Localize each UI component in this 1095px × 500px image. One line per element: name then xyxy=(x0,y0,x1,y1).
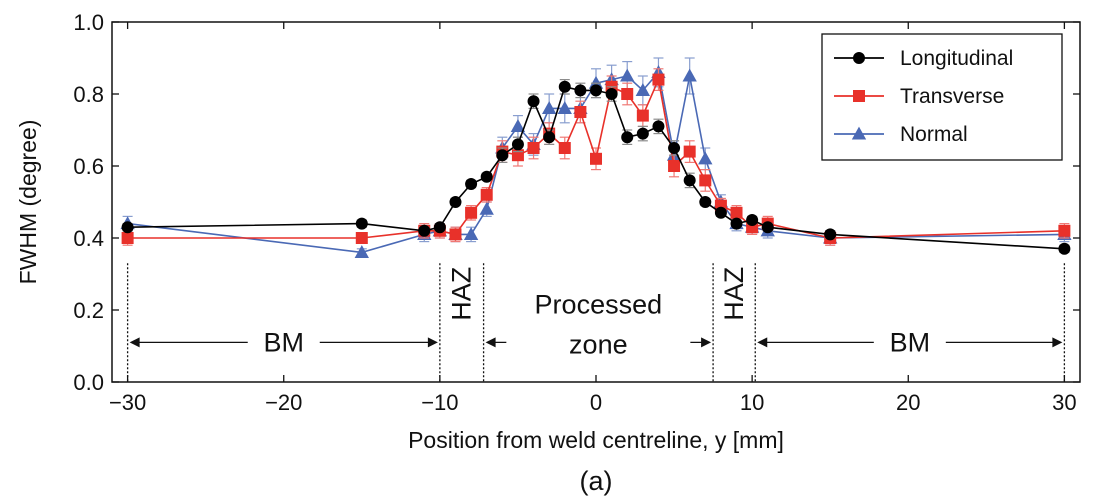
region-annotations: BM HAZ Processed zone HAZ BM xyxy=(126,263,1066,382)
data-point xyxy=(527,95,540,108)
data-point xyxy=(698,151,713,165)
region-label-4: BM xyxy=(890,327,931,357)
data-point xyxy=(652,73,665,86)
data-point xyxy=(746,214,759,226)
data-point xyxy=(355,217,368,230)
data-point xyxy=(433,221,446,234)
legend-label-longitudinal: Longitudinal xyxy=(900,47,1013,70)
x-tick-label: 30 xyxy=(1052,390,1076,415)
y-tick-label: 0.4 xyxy=(73,226,104,251)
x-tick-label: 20 xyxy=(896,390,920,415)
region-label-1: HAZ xyxy=(447,267,477,321)
panel-label: (a) xyxy=(580,466,613,496)
region-arrow-head xyxy=(427,337,438,348)
data-point xyxy=(557,101,572,114)
data-point xyxy=(590,84,602,97)
data-point xyxy=(621,131,634,144)
x-tick-label: −10 xyxy=(421,390,458,415)
data-point xyxy=(465,206,478,219)
data-point xyxy=(527,142,540,154)
data-point xyxy=(418,224,431,237)
region-label-line: zone xyxy=(569,330,628,360)
y-tick-label: 0.0 xyxy=(73,370,104,395)
data-point xyxy=(590,152,602,165)
data-point xyxy=(699,196,712,208)
data-point xyxy=(683,145,696,158)
region-label-0: BM xyxy=(263,327,304,357)
data-point xyxy=(480,188,493,201)
data-point xyxy=(730,217,743,230)
data-point xyxy=(574,84,587,97)
data-point xyxy=(449,196,462,208)
region-arrow-head xyxy=(485,337,496,348)
y-tick-label: 0.2 xyxy=(73,298,104,323)
data-point xyxy=(652,120,665,133)
data-point xyxy=(541,101,557,114)
data-point xyxy=(1058,224,1071,237)
y-tick-label: 1.0 xyxy=(73,10,104,35)
data-point xyxy=(761,221,774,234)
data-point xyxy=(824,228,837,241)
axes: −30 −20 −10 0 10 20 30 0.0 0.2 0.4 0.6 0.8 1.0 xyxy=(73,10,1081,415)
legend-swatch-marker xyxy=(853,90,865,102)
legend-swatch-marker xyxy=(853,52,865,64)
data-point xyxy=(511,138,524,151)
data-point xyxy=(714,206,727,219)
region-label-2: Processed zone xyxy=(535,290,663,360)
region-arrow-head xyxy=(757,337,768,348)
data-point xyxy=(636,109,649,122)
data-point xyxy=(449,228,462,241)
data-point xyxy=(635,83,651,96)
region-arrow-head xyxy=(1052,337,1063,348)
data-point xyxy=(465,178,478,190)
y-axis-label: FWHM (degree) xyxy=(15,120,41,285)
data-point xyxy=(543,131,556,144)
data-point xyxy=(1058,242,1071,255)
data-point xyxy=(574,106,587,118)
data-point xyxy=(620,68,635,82)
series-longitudinal xyxy=(121,78,1071,255)
y-tick-label: 0.6 xyxy=(73,154,104,179)
data-point xyxy=(354,245,369,258)
data-point xyxy=(479,201,494,215)
legend: Longitudinal Transverse Normal xyxy=(821,33,1063,161)
data-point xyxy=(668,142,681,154)
data-point xyxy=(558,80,571,93)
legend-label-normal: Normal xyxy=(900,123,968,146)
x-axis-label: Position from weld centreline, y [mm] xyxy=(408,427,784,453)
region-arrow-head xyxy=(701,337,712,348)
data-point xyxy=(496,149,509,162)
data-point xyxy=(605,88,618,100)
legend-swatch-marker xyxy=(851,126,867,140)
x-tick-label: −30 xyxy=(109,390,146,415)
data-point xyxy=(463,227,479,240)
data-point xyxy=(683,174,696,187)
data-point xyxy=(121,232,134,244)
data-point xyxy=(510,119,526,132)
data-point xyxy=(480,170,493,183)
data-point xyxy=(699,174,712,187)
data-point xyxy=(730,206,743,219)
data-series xyxy=(120,57,1072,258)
data-point xyxy=(121,221,134,234)
x-tick-label: 10 xyxy=(740,390,764,415)
data-point xyxy=(558,142,571,154)
y-tick-label: 0.8 xyxy=(73,82,104,107)
x-tick-label: −20 xyxy=(265,390,302,415)
data-point xyxy=(636,127,649,140)
data-point xyxy=(355,232,368,244)
region-label-3: HAZ xyxy=(719,267,749,321)
x-tick-label: 0 xyxy=(590,390,602,415)
data-point xyxy=(668,160,681,172)
region-label-line: Processed xyxy=(535,290,663,320)
legend-label-transverse: Transverse xyxy=(900,85,1004,108)
data-point xyxy=(682,68,697,82)
data-point xyxy=(621,88,634,100)
region-arrow-head xyxy=(129,337,140,348)
